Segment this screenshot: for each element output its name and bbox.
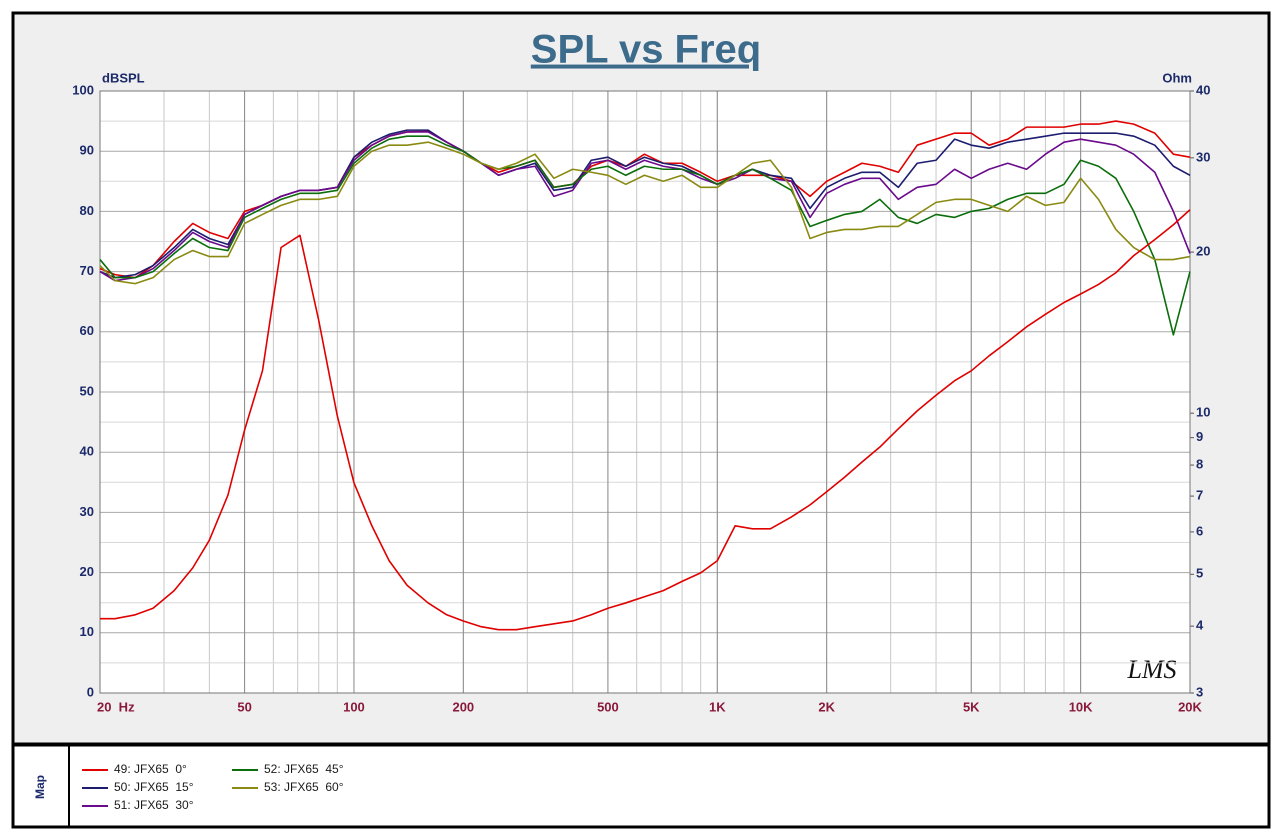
y2-tick-label: 20	[1196, 244, 1210, 259]
y2-tick-label: 3	[1196, 684, 1203, 699]
legend-label: 51: JFX65 30°	[114, 798, 194, 812]
legend-label: 49: JFX65 0°	[114, 762, 187, 776]
x-tick-label: 10K	[1069, 699, 1093, 714]
y-tick-label: 100	[72, 82, 94, 97]
legend-label: 50: JFX65 15°	[114, 780, 194, 794]
y-tick-label: 40	[80, 444, 94, 459]
y2-tick-label: 40	[1196, 82, 1210, 97]
x-tick-label: 100	[343, 699, 365, 714]
x-tick-label: 2K	[818, 699, 835, 714]
y2-tick-label: 8	[1196, 456, 1203, 471]
series-line	[99, 135, 1191, 336]
legend-label: 52: JFX65 45°	[264, 762, 344, 776]
x-tick-label: 20K	[1178, 699, 1202, 714]
y2-tick-label: 4	[1196, 618, 1204, 633]
y-tick-label: 30	[80, 504, 94, 519]
legend-title: Map	[33, 775, 47, 799]
x-tick-label: 200	[452, 699, 474, 714]
y-axis-label: dBSPL	[102, 70, 145, 85]
y2-tick-label: 6	[1196, 523, 1203, 538]
x-tick-label: 1K	[709, 699, 726, 714]
y-tick-label: 80	[80, 203, 94, 218]
legend-frame	[11, 743, 1271, 829]
y-tick-label: 0	[87, 684, 94, 699]
x-tick-label: 500	[597, 699, 619, 714]
watermark: LMS	[1126, 655, 1176, 684]
y-tick-label: 50	[80, 383, 94, 398]
y2-tick-label: 30	[1196, 149, 1210, 164]
y-tick-label: 70	[80, 263, 94, 278]
x-tick-label: 5K	[963, 699, 980, 714]
series-line	[99, 141, 1191, 285]
y2-tick-label: 7	[1196, 488, 1203, 503]
y2-tick-label: 10	[1196, 405, 1210, 420]
y2-tick-label: 9	[1196, 429, 1203, 444]
impedance-line	[100, 209, 1191, 631]
legend-label: 53: JFX65 60°	[264, 780, 344, 794]
plot-border	[99, 90, 1191, 694]
y-tick-label: 20	[80, 564, 94, 579]
y2-tick-label: 5	[1196, 566, 1203, 581]
x-tick-label: 50	[237, 699, 251, 714]
y2-axis-label: Ohm	[1162, 70, 1192, 85]
series-line	[99, 131, 1191, 282]
y-tick-label: 90	[80, 143, 94, 158]
y-tick-label: 60	[80, 323, 94, 338]
chart-title: SPL vs Freq	[531, 28, 761, 72]
x-tick-label: 20 Hz	[97, 699, 135, 714]
y-tick-label: 10	[80, 624, 94, 639]
